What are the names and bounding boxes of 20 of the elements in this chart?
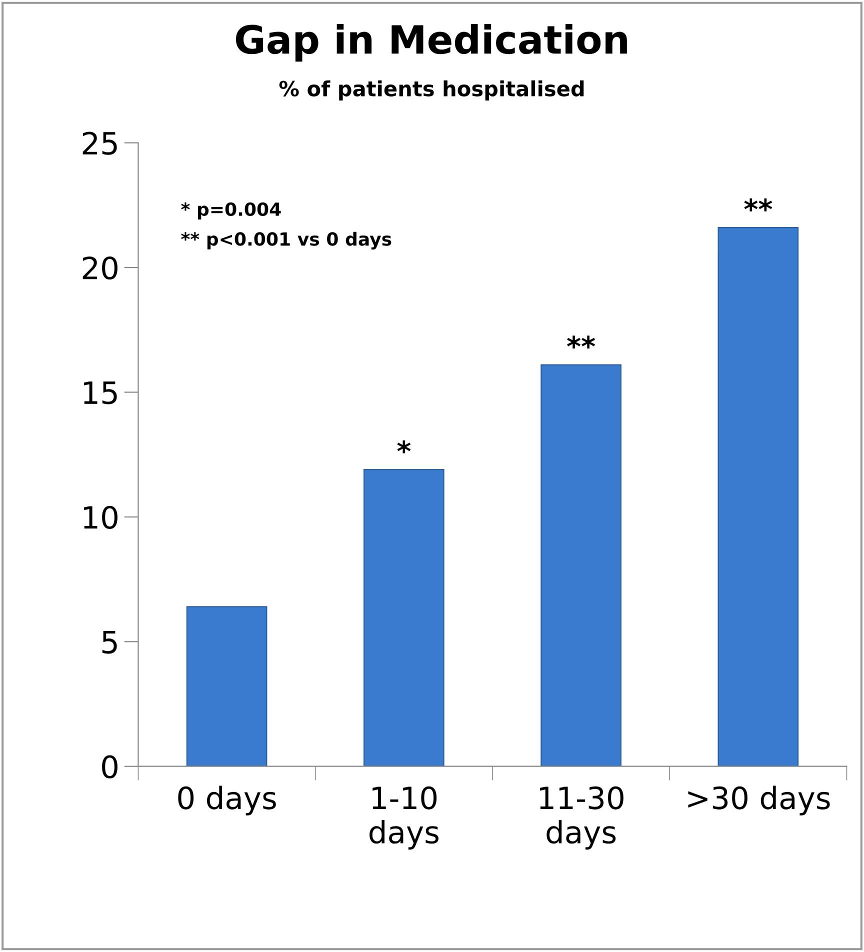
x-tick-label: 11-30 days	[540, 786, 624, 850]
annotation: **	[744, 198, 772, 212]
x-tick-label: 1-10 days	[370, 786, 438, 850]
chart-title: Gap in Medication	[236, 24, 627, 62]
annotation: **	[567, 336, 596, 349]
x-tick-label: 0 days	[178, 786, 276, 816]
chart-subtitle: % of patients hospitalised	[279, 80, 584, 101]
annotation: *	[397, 440, 411, 454]
annotation: * p=0.004 ** p<0.001 vs 0 days	[181, 202, 392, 250]
y-tick-label: 25	[82, 132, 117, 155]
y-tick-label: 10	[84, 506, 118, 529]
y-tick-label: 0	[102, 755, 118, 778]
bar	[540, 364, 622, 766]
bar	[718, 227, 799, 766]
y-tick-label: 5	[102, 630, 117, 654]
x-tick-label: >30 days	[688, 786, 830, 816]
bar	[186, 606, 268, 766]
bar	[364, 468, 444, 766]
y-tick-label: 20	[82, 256, 118, 280]
y-tick-label: 15	[84, 382, 117, 404]
